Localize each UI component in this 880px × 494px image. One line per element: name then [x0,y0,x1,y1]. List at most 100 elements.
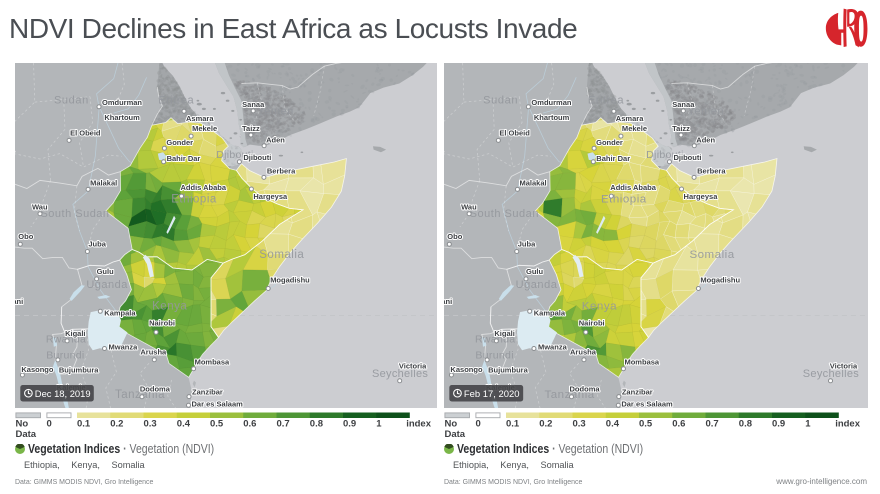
svg-text:Data: Data [16,429,37,440]
svg-text:0.8: 0.8 [310,419,323,430]
svg-text:Omdurman: Omdurman [102,98,142,107]
svg-text:Gonder: Gonder [166,138,193,147]
svg-text:Aden: Aden [266,136,285,145]
svg-text:Yemen: Yemen [688,105,724,117]
svg-text:Berbera: Berbera [267,166,296,175]
svg-text:Bujumbura: Bujumbura [488,365,529,374]
svg-text:Victoria: Victoria [399,361,427,370]
svg-text:Sudan: Sudan [54,94,89,106]
svg-text:Mogadishu: Mogadishu [270,276,310,285]
svg-text:0.5: 0.5 [210,419,224,430]
svg-text:Dec 18, 2019: Dec 18, 2019 [35,388,91,399]
svg-text:0: 0 [47,419,52,430]
svg-text:Arusha: Arusha [140,348,167,357]
svg-text:Ethiopia: Ethiopia [601,194,647,206]
svg-text:No: No [16,419,29,430]
svg-text:0.3: 0.3 [573,419,586,430]
svg-text:Uganda: Uganda [86,279,128,291]
svg-text:Nairobi: Nairobi [579,318,605,327]
svg-text:Mwanza: Mwanza [538,343,568,352]
svg-text:South Sudan: South Sudan [470,208,539,220]
svg-text:Khartoum: Khartoum [534,113,570,122]
svg-text:0.5: 0.5 [639,419,653,430]
svg-text:Yemen: Yemen [257,105,293,117]
svg-text:Victoria: Victoria [830,361,858,370]
svg-text:Addis Ababa: Addis Ababa [610,183,656,192]
svg-text:Kigali: Kigali [494,329,514,338]
svg-text:Obo: Obo [447,232,462,241]
svg-text:Gulu: Gulu [97,267,114,276]
svg-text:0.7: 0.7 [706,419,719,430]
svg-text:Seychelles: Seychelles [803,368,860,380]
svg-text:0.8: 0.8 [739,419,752,430]
svg-text:Kampala: Kampala [104,308,136,317]
svg-text:1: 1 [805,419,811,430]
svg-text:Sanaa: Sanaa [672,100,695,109]
svg-text:0.1: 0.1 [77,419,91,430]
svg-text:Djibouti: Djibouti [243,153,271,162]
svg-text:Eritrea: Eritrea [588,94,624,106]
svg-text:Malakal: Malakal [90,178,117,187]
svg-text:No: No [445,419,458,430]
svg-text:Tanzania: Tanzania [544,389,594,401]
svg-text:Somalia: Somalia [259,249,304,261]
svg-text:0.4: 0.4 [177,419,191,430]
svg-text:Djibouti: Djibouti [673,153,701,162]
svg-text:Taizz: Taizz [672,124,690,133]
svg-text:Kenya: Kenya [582,300,617,312]
svg-text:Kasongo: Kasongo [21,365,54,374]
svg-text:Nairobi: Nairobi [149,318,175,327]
svg-text:Eritrea: Eritrea [158,94,194,106]
svg-text:0.2: 0.2 [539,419,552,430]
svg-text:Juba: Juba [518,240,536,249]
svg-text:Dar es Salaam: Dar es Salaam [192,399,244,408]
svg-text:Berbera: Berbera [697,166,726,175]
svg-text:0.9: 0.9 [772,419,785,430]
svg-text:Kigali: Kigali [65,329,85,338]
svg-text:Mombasa: Mombasa [195,358,230,367]
svg-text:Hargeysa: Hargeysa [253,192,288,201]
svg-text:0.2: 0.2 [110,419,123,430]
svg-text:index: index [835,419,861,430]
svg-text:index: index [406,419,432,430]
svg-text:0: 0 [476,419,481,430]
svg-text:Ethiopia: Ethiopia [171,194,217,206]
svg-text:Asmara: Asmara [186,114,214,123]
svg-text:Burundi: Burundi [475,350,513,362]
svg-text:South Sudan: South Sudan [40,208,109,220]
svg-text:Dar es Salaam: Dar es Salaam [621,399,673,408]
svg-text:Bahir Dar: Bahir Dar [596,154,630,163]
svg-text:0.3: 0.3 [144,419,157,430]
svg-text:0.4: 0.4 [606,419,620,430]
svg-text:El Obeid: El Obeid [499,128,530,137]
svg-text:0.7: 0.7 [277,419,290,430]
svg-text:Wau: Wau [461,203,477,212]
svg-text:Asmara: Asmara [616,114,644,123]
svg-text:Omdurman: Omdurman [531,98,572,107]
svg-text:Zanzibar: Zanzibar [622,388,653,397]
svg-text:Sanaa: Sanaa [242,100,265,109]
svg-text:Khartoum: Khartoum [104,113,140,122]
svg-text:Bahir Dar: Bahir Dar [167,154,201,163]
svg-text:Hargeysa: Hargeysa [684,192,719,201]
svg-text:Mekele: Mekele [192,124,217,133]
svg-text:0.1: 0.1 [506,419,520,430]
svg-text:Mombasa: Mombasa [624,358,660,367]
svg-text:Uganda: Uganda [516,279,558,291]
svg-text:Addis Ababa: Addis Ababa [181,183,227,192]
svg-text:Seychelles: Seychelles [372,368,428,380]
svg-text:Gulu: Gulu [526,267,544,276]
svg-text:Wau: Wau [32,203,48,212]
svg-text:Mogadishu: Mogadishu [700,276,740,285]
svg-text:Mwanza: Mwanza [109,343,139,352]
svg-text:Mekele: Mekele [622,124,647,133]
svg-text:Feb 17, 2020: Feb 17, 2020 [464,388,520,399]
svg-text:Dodoma: Dodoma [140,385,171,394]
svg-text:0.6: 0.6 [243,419,256,430]
svg-text:Kampala: Kampala [534,308,566,317]
svg-text:Djibouti: Djibouti [216,149,253,161]
svg-text:Bujumbura: Bujumbura [59,365,99,374]
svg-text:Data: Data [445,429,466,440]
svg-text:Zanzibar: Zanzibar [192,388,223,397]
svg-text:Sudan: Sudan [483,94,518,106]
